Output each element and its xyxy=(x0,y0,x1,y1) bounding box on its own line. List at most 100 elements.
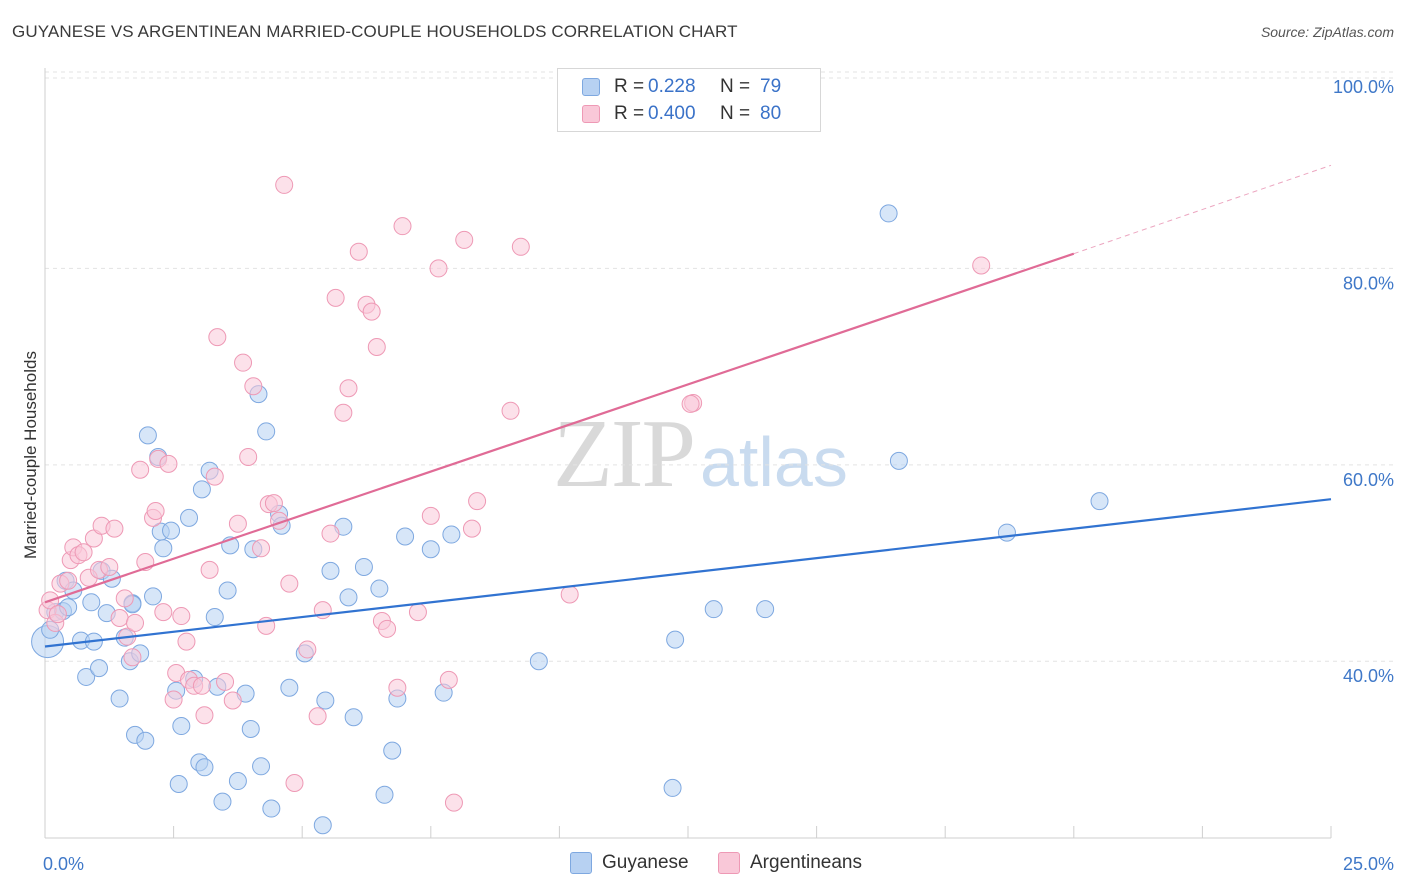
argentineans-point xyxy=(264,494,283,513)
guyanese-point xyxy=(262,799,281,818)
guyanese-point xyxy=(110,689,129,708)
argentineans-point xyxy=(362,302,381,321)
guyanese-point xyxy=(396,527,415,546)
y-axis-label: Married-couple Households xyxy=(21,351,40,559)
guyanese-point xyxy=(77,667,96,686)
y-tick-label: 100.0% xyxy=(1333,77,1394,97)
guyanese-point xyxy=(172,717,191,736)
r-value: 0.228 xyxy=(648,76,696,97)
argentineans-point xyxy=(334,403,353,422)
guyanese-point xyxy=(889,451,908,470)
argentineans-point xyxy=(285,774,304,793)
guyanese-point xyxy=(90,659,109,678)
argentineans-point xyxy=(110,609,129,628)
guyanese-point xyxy=(195,758,214,777)
legend-item-guyanese[interactable]: Guyanese xyxy=(570,852,689,874)
guyanese-point xyxy=(997,523,1016,542)
argentineans-points xyxy=(38,175,991,812)
argentineans-point xyxy=(308,707,327,726)
source-label: Source: ZipAtlas.com xyxy=(1260,24,1394,40)
guyanese-point xyxy=(154,539,173,558)
x-tick-label: 25.0% xyxy=(1343,854,1394,874)
n-value: 80 xyxy=(760,103,782,124)
y-tick-label: 60.0% xyxy=(1343,470,1394,490)
argentineans-point xyxy=(146,501,165,520)
argentineans-point xyxy=(468,492,487,511)
r-value: 0.400 xyxy=(648,103,696,124)
legend-swatch-argentineans xyxy=(582,105,600,123)
guyanese-point xyxy=(370,579,389,598)
argentineans-point xyxy=(115,589,134,608)
x-tick-label: 0.0% xyxy=(43,854,84,874)
guyanese-point xyxy=(529,652,548,671)
guyanese-point xyxy=(162,521,181,540)
guyanese-point xyxy=(1090,492,1109,511)
argentineans-point xyxy=(298,640,317,659)
guyanese-point xyxy=(442,525,461,544)
guyanese-point xyxy=(339,588,358,607)
legend-row-guyanese: R = 0.228 N = 79 xyxy=(582,75,781,99)
watermark: ZIPatlas xyxy=(553,398,848,510)
argentineans-point xyxy=(216,672,235,691)
y-tick-label: 40.0% xyxy=(1343,666,1394,686)
argentineans-point xyxy=(100,557,119,576)
argentineans-point xyxy=(462,519,481,538)
argentineans-point xyxy=(280,574,299,593)
guyanese-point xyxy=(879,204,898,223)
argentineans-point xyxy=(244,377,263,396)
argentineans-point xyxy=(972,256,991,275)
argentineans-point xyxy=(367,337,386,356)
guyanese-point xyxy=(280,678,299,697)
legend-swatch-guyanese xyxy=(582,78,600,96)
argentineans-point xyxy=(74,543,93,562)
argentineans-point xyxy=(48,605,67,624)
guyanese-point xyxy=(144,587,163,606)
argentineans-point xyxy=(275,175,294,194)
legend-swatch-guyanese xyxy=(570,852,592,874)
argentineans-point xyxy=(511,237,530,256)
guyanese-point xyxy=(321,561,340,580)
guyanese-point xyxy=(192,480,211,499)
argentineans-point xyxy=(200,560,219,579)
argentineans-point xyxy=(408,603,427,622)
r-label: R = xyxy=(614,76,645,97)
argentineans-point xyxy=(681,394,700,413)
legend-label-argentineans: Argentineans xyxy=(750,852,862,873)
argentineans-point xyxy=(421,506,440,525)
guyanese-point xyxy=(252,757,271,776)
argentineans-point xyxy=(455,230,474,249)
watermark-zip: ZIP xyxy=(553,400,696,508)
guyanese-point xyxy=(241,719,260,738)
argentineans-point xyxy=(192,676,211,695)
guyanese-point xyxy=(218,581,237,600)
argentineans-point xyxy=(234,353,253,372)
chart-title: GUYANESE VS ARGENTINEAN MARRIED-COUPLE H… xyxy=(12,22,738,41)
legend-item-argentineans[interactable]: Argentineans xyxy=(718,852,862,874)
legend-label-guyanese: Guyanese xyxy=(602,852,689,873)
argentineans-point xyxy=(239,447,258,466)
guyanese-points xyxy=(31,204,1109,835)
argentineans-point xyxy=(223,691,242,710)
guyanese-point xyxy=(375,785,394,804)
tick-labels: 40.0% 60.0% 80.0% 100.0% 0.0% 25.0% xyxy=(43,77,1394,874)
argentineans-trend-extension xyxy=(1073,164,1332,255)
guyanese-point xyxy=(704,600,723,619)
guyanese-point xyxy=(344,708,363,727)
guyanese-point xyxy=(213,792,232,811)
argentineans-point xyxy=(393,217,412,236)
argentineans-point xyxy=(378,619,397,638)
guyanese-point xyxy=(138,426,157,445)
argentineans-point xyxy=(439,670,458,689)
guyanese-point xyxy=(180,508,199,527)
argentineans-point xyxy=(159,454,178,473)
argentineans-point xyxy=(388,678,407,697)
argentineans-point xyxy=(321,524,340,543)
trend-lines xyxy=(44,164,1332,648)
guyanese-point xyxy=(383,741,402,760)
axes xyxy=(44,68,1332,839)
guyanese-point xyxy=(316,691,335,710)
argentineans-point xyxy=(131,460,150,479)
argentineans-point xyxy=(349,242,368,261)
argentineans-point xyxy=(123,648,142,667)
stats-legend: R = 0.228 N = 79 R = 0.400 N = 80 xyxy=(557,68,821,132)
